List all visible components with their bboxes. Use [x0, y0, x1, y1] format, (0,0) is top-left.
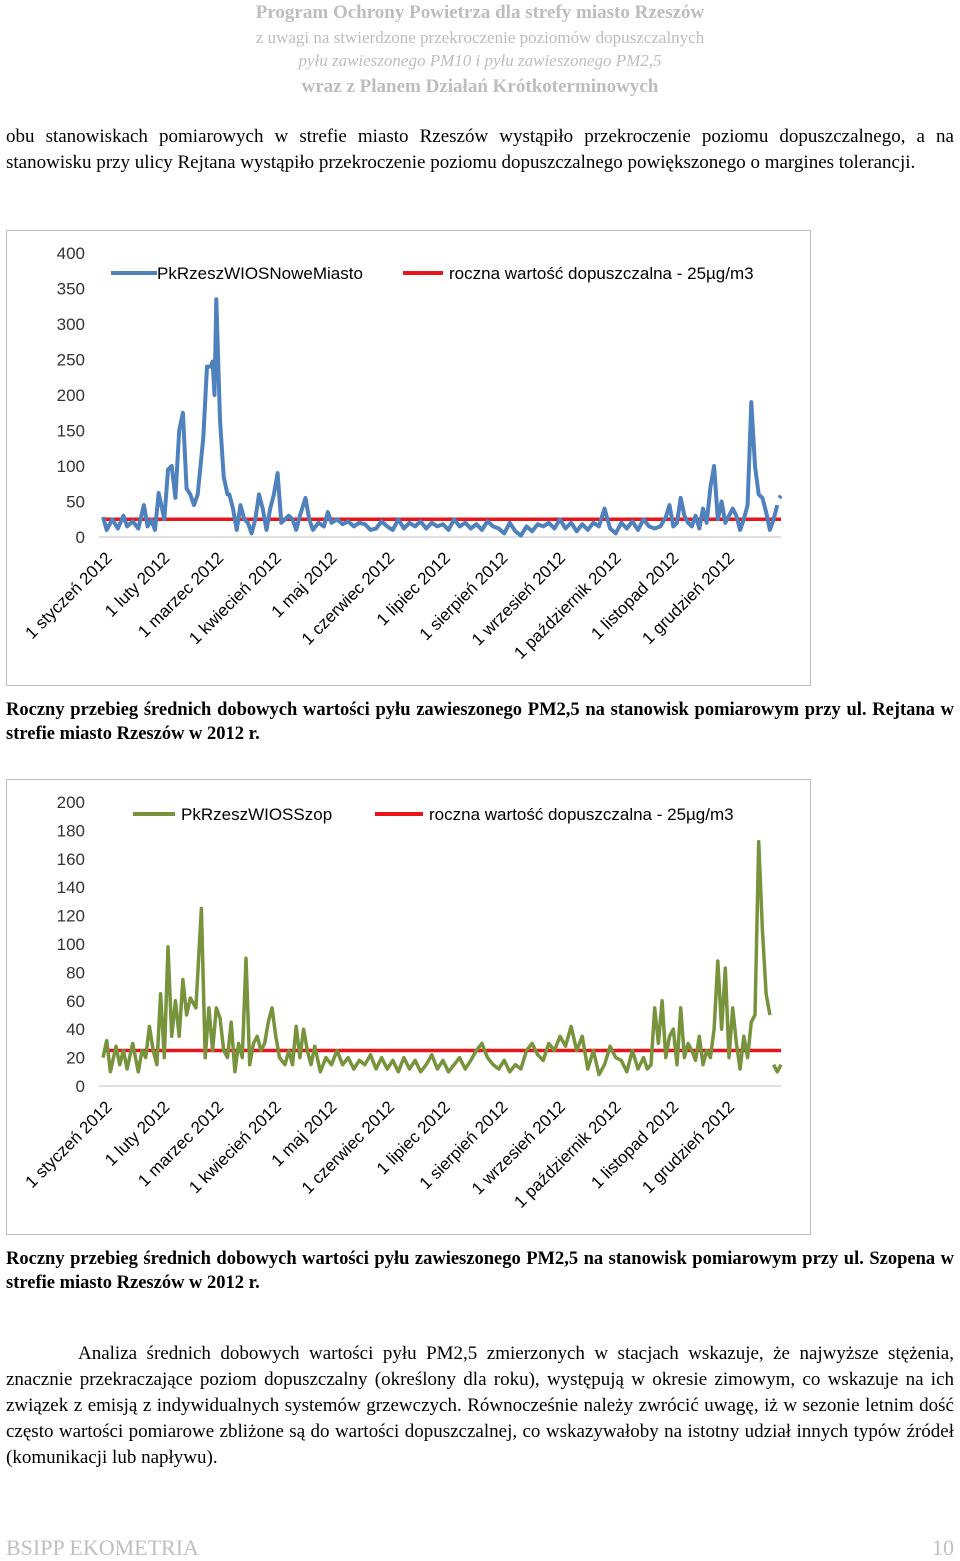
- series-line-tail: [772, 1063, 783, 1074]
- series-line: [101, 840, 772, 1077]
- footer-page-number: 10: [932, 1535, 954, 1560]
- x-tick-label: 1 styczeń 2012: [22, 548, 116, 642]
- chart-szopena: 0 20 40 60 80 100 120 140 160 180 200 1 styczeń 201…: [6, 779, 811, 1235]
- y-tick-label: 160: [57, 850, 85, 869]
- series-line-tail: [777, 494, 783, 500]
- chart-szopena-svg: 0 20 40 60 80 100 120 140 160 180 200 1 styczeń 201…: [22, 793, 783, 1212]
- y-tick-label: 100: [57, 935, 85, 954]
- y-tick-label: 120: [57, 907, 85, 926]
- y-tick-label: 200: [57, 793, 85, 812]
- header-plan-title: wraz z Planem Działań Krótkoterminowych: [301, 76, 659, 97]
- x-tick-label: 1 styczeń 2012: [22, 1097, 116, 1191]
- header-subtitle-pollutants: pyłu zawieszonego PM10 i pyłu zawieszone…: [298, 51, 662, 70]
- intro-paragraph: obu stanowiskach pomiarowych w strefie m…: [6, 126, 954, 173]
- y-tick-label: 300: [57, 315, 85, 334]
- footer-company: BSIPP EKOMETRIA: [6, 1535, 199, 1560]
- header-title: Program Ochrony Powietrza dla strefy mia…: [255, 2, 705, 23]
- chart-rejtana: 0 50 100 150 200 250 300 350 400 1 styczeń 2012 1 …: [6, 230, 811, 686]
- y-tick-label: 250: [57, 351, 85, 370]
- chart-rejtana-caption: Roczny przebieg średnich dobowych wartoś…: [6, 700, 954, 744]
- y-tick-label: 80: [66, 963, 85, 982]
- legend-series-label: PkRzeszWIOSSzop: [181, 805, 332, 824]
- x-tick-label: 1 październik 2012: [510, 1097, 624, 1211]
- y-tick-label: 140: [57, 878, 85, 897]
- chart-rejtana-svg: 0 50 100 150 200 250 300 350 400 1 styczeń 2012 1 …: [22, 244, 783, 663]
- header-subtitle: z uwagi na stwierdzone przekroczenie poz…: [255, 28, 705, 47]
- y-tick-label: 50: [66, 493, 85, 512]
- x-tick-label: 1 październik 2012: [510, 548, 624, 662]
- y-tick-label: 0: [76, 528, 85, 547]
- legend-limit-label: roczna wartość dopuszczalna - 25µg/m3: [429, 805, 734, 824]
- y-tick-label: 60: [66, 992, 85, 1011]
- y-tick-label: 20: [66, 1049, 85, 1068]
- y-tick-label: 180: [57, 821, 85, 840]
- y-tick-label: 200: [57, 386, 85, 405]
- y-tick-label: 100: [57, 457, 85, 476]
- y-tick-label: 0: [76, 1077, 85, 1096]
- legend-series-label: PkRzeszWIOSNoweMiasto: [157, 264, 363, 283]
- y-tick-label: 400: [57, 244, 85, 263]
- chart-szopena-caption: Roczny przebieg średnich dobowych wartoś…: [6, 1249, 954, 1293]
- legend-limit-label: roczna wartość dopuszczalna - 25µg/m3: [449, 264, 754, 283]
- y-tick-label: 40: [66, 1020, 85, 1039]
- y-tick-label: 350: [57, 280, 85, 299]
- y-tick-label: 150: [57, 422, 85, 441]
- series-line: [101, 297, 780, 538]
- analysis-paragraph: Analiza średnich dobowych wartości pyłu …: [6, 1343, 954, 1468]
